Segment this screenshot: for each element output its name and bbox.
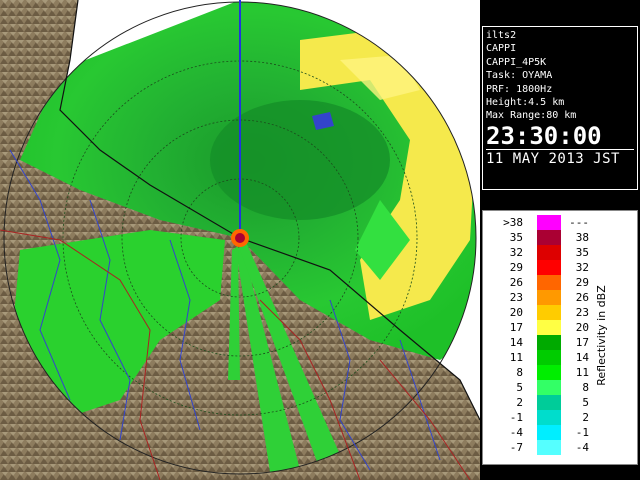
legend-row: 11 14 bbox=[483, 350, 589, 365]
legend-row: 29 32 bbox=[483, 260, 589, 275]
legend-row-high: 11 bbox=[575, 366, 589, 379]
legend-row-high: 5 bbox=[582, 396, 589, 409]
legend-row-low: 32 bbox=[509, 246, 523, 259]
legend-color-swatch bbox=[537, 395, 561, 410]
rivers bbox=[9, 149, 441, 471]
legend-row-low: 14 bbox=[509, 336, 523, 349]
legend-row-low: -1 bbox=[509, 411, 523, 424]
info-panel: ilts2 CAPPI CAPPI_4P5K Task: OYAMA PRF: … bbox=[482, 26, 638, 190]
legend-row: 20 23 bbox=[483, 305, 589, 320]
legend-row: 23 26 bbox=[483, 290, 589, 305]
legend-row: -4 -1 bbox=[483, 425, 589, 440]
legend-color-swatch bbox=[537, 275, 561, 290]
reflectivity-echo bbox=[10, 2, 476, 472]
legend-color-swatch bbox=[537, 245, 561, 260]
prefecture-borders bbox=[0, 229, 471, 480]
reflectivity-legend: >38 --- 35 38 32 35 29 32 26 29 23 26 20 23 17 20 14 17 11… bbox=[482, 210, 638, 465]
legend-row-low: 20 bbox=[509, 306, 523, 319]
legend-color-swatch bbox=[537, 290, 561, 305]
legend-row: -7 -4 bbox=[483, 440, 589, 455]
legend-color-swatch bbox=[537, 380, 561, 395]
legend-row-low: 26 bbox=[509, 276, 523, 289]
legend-row-low: 29 bbox=[509, 261, 523, 274]
radar-map[interactable] bbox=[0, 0, 480, 480]
legend-row: -1 2 bbox=[483, 410, 589, 425]
info-date: 11 MAY 2013 JST bbox=[486, 148, 634, 167]
legend-row-high: 23 bbox=[575, 306, 589, 319]
info-product-name: CAPPI_4P5K bbox=[486, 56, 547, 68]
legend-row-high: 17 bbox=[575, 336, 589, 349]
legend-row: 14 17 bbox=[483, 335, 589, 350]
legend-row-low: 35 bbox=[509, 231, 523, 244]
legend-row-low: 2 bbox=[516, 396, 523, 409]
info-station: ilts2 bbox=[486, 30, 517, 41]
legend-color-swatch bbox=[537, 410, 561, 425]
legend-color-swatch bbox=[537, 230, 561, 245]
legend-row-high: --- bbox=[569, 216, 589, 229]
legend-color-swatch bbox=[537, 305, 561, 320]
legend-row: 26 29 bbox=[483, 275, 589, 290]
legend-color-swatch bbox=[537, 425, 561, 440]
info-task: Task: OYAMA bbox=[486, 70, 553, 82]
info-prf: PRF: 1800Hz bbox=[486, 83, 553, 95]
info-product: CAPPI bbox=[486, 43, 517, 55]
legend-row-high: 29 bbox=[575, 276, 589, 289]
legend-color-swatch bbox=[537, 320, 561, 335]
legend-row: >38 --- bbox=[483, 215, 589, 230]
legend-row: 32 35 bbox=[483, 245, 589, 260]
legend-color-swatch bbox=[537, 440, 561, 455]
legend-row-high: 2 bbox=[582, 411, 589, 424]
legend-row: 8 11 bbox=[483, 365, 589, 380]
legend-row-high: 32 bbox=[575, 261, 589, 274]
legend-row-low: 5 bbox=[516, 381, 523, 394]
legend-row: 35 38 bbox=[483, 230, 589, 245]
legend-row-high: 8 bbox=[582, 381, 589, 394]
legend-color-swatch bbox=[537, 365, 561, 380]
legend-row-high: 35 bbox=[575, 246, 589, 259]
legend-color-swatch bbox=[537, 260, 561, 275]
legend-color-swatch bbox=[537, 350, 561, 365]
legend-row-low: 17 bbox=[509, 321, 523, 334]
legend-row-high: 38 bbox=[575, 231, 589, 244]
legend-row-high: -4 bbox=[575, 441, 589, 454]
info-height: Height:4.5 km bbox=[486, 97, 565, 109]
info-time: 23:30:00 bbox=[486, 121, 602, 150]
legend-row-high: 20 bbox=[575, 321, 589, 334]
legend-row-low: >38 bbox=[503, 216, 523, 229]
info-max-range: Max Range:80 km bbox=[486, 110, 577, 122]
legend-row-high: -1 bbox=[575, 426, 589, 439]
legend-title: Reflectivity in dBZ bbox=[594, 284, 608, 386]
legend-row-low: 23 bbox=[509, 291, 523, 304]
legend-row-low: 11 bbox=[509, 351, 523, 364]
legend-color-swatch bbox=[537, 335, 561, 350]
legend-row: 17 20 bbox=[483, 320, 589, 335]
legend-row-high: 14 bbox=[575, 351, 589, 364]
legend-title-wrap: Reflectivity in dBZ bbox=[583, 245, 619, 425]
legend-color-swatch bbox=[537, 215, 561, 230]
legend-row-low: 8 bbox=[516, 366, 523, 379]
legend-row-low: -7 bbox=[509, 441, 523, 454]
radar-site-marker[interactable] bbox=[231, 229, 249, 247]
legend-row-high: 26 bbox=[575, 291, 589, 304]
coastline bbox=[59, 0, 480, 421]
legend-row-low: -4 bbox=[509, 426, 523, 439]
